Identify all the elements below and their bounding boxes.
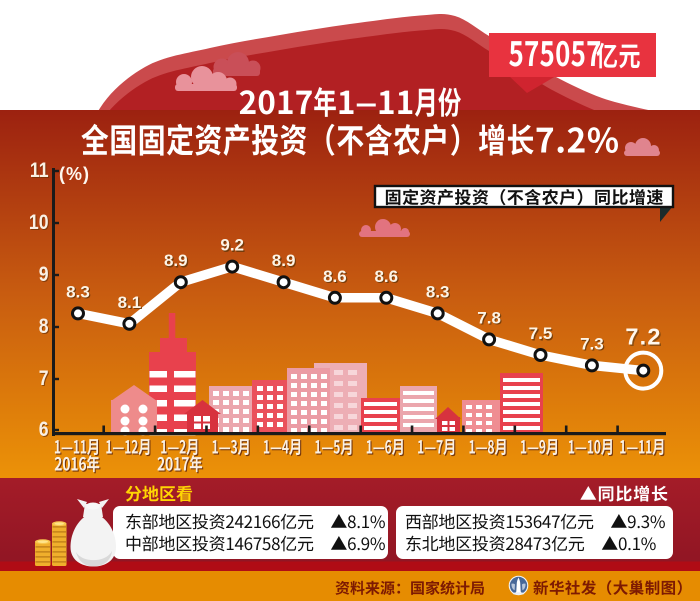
svg-text:8.6: 8.6: [324, 268, 348, 287]
svg-text:6: 6: [40, 419, 50, 443]
svg-text:8.3: 8.3: [426, 282, 450, 301]
svg-text:7.5: 7.5: [529, 324, 553, 343]
svg-text:11: 11: [31, 160, 50, 184]
svg-text:8.9: 8.9: [272, 251, 296, 270]
svg-text:8.6: 8.6: [376, 268, 400, 287]
svg-text:8.9: 8.9: [164, 251, 188, 270]
svg-text:8: 8: [39, 315, 49, 339]
svg-text:7: 7: [39, 367, 49, 391]
svg-text:8.1: 8.1: [118, 293, 142, 312]
svg-text:7.3: 7.3: [581, 336, 605, 355]
svg-text:7.3: 7.3: [580, 334, 604, 353]
svg-text:9.2: 9.2: [220, 236, 244, 255]
svg-text:11: 11: [30, 159, 49, 183]
svg-text:9.2: 9.2: [222, 237, 246, 256]
svg-text:8.9: 8.9: [273, 253, 297, 272]
svg-text:8.9: 8.9: [165, 253, 189, 272]
svg-text:6: 6: [39, 418, 49, 442]
svg-text:8.6: 8.6: [374, 267, 398, 286]
svg-text:7.2: 7.2: [625, 324, 661, 350]
svg-text:7: 7: [40, 368, 50, 392]
svg-text:8.6: 8.6: [323, 267, 347, 286]
svg-text:7.8: 7.8: [478, 310, 502, 329]
svg-text:8.3: 8.3: [66, 282, 90, 301]
svg-text:8.1: 8.1: [119, 294, 143, 313]
svg-text:8.3: 8.3: [67, 284, 91, 303]
svg-text:7.5: 7.5: [530, 325, 554, 344]
svg-text:10: 10: [29, 211, 49, 235]
svg-text:(%): (%): [59, 164, 90, 184]
svg-text:9: 9: [40, 264, 50, 288]
svg-text:7.8: 7.8: [477, 308, 501, 327]
svg-text:10: 10: [30, 212, 50, 236]
svg-text:8: 8: [40, 316, 50, 340]
svg-text:7.2: 7.2: [627, 325, 663, 351]
svg-text:9: 9: [39, 263, 49, 287]
svg-text:8.3: 8.3: [427, 284, 451, 303]
